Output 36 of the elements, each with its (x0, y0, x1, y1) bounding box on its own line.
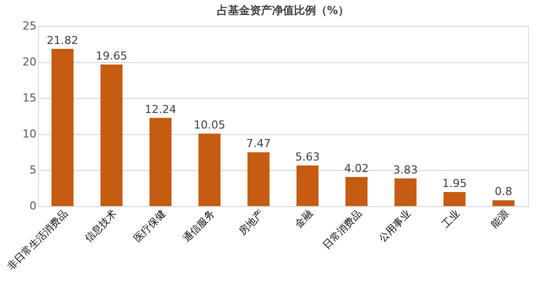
bar (296, 165, 318, 206)
bar (394, 178, 416, 206)
bar (248, 152, 270, 206)
data-label: 10.05 (194, 118, 226, 132)
y-tick-label: 25 (22, 20, 36, 32)
y-tick-label: 0 (30, 200, 36, 212)
x-tick-label: 日常消费品 (320, 208, 364, 252)
data-label: 12.24 (144, 102, 176, 116)
x-tick-label: 房地产 (236, 208, 266, 238)
data-label: 3.83 (393, 163, 418, 176)
x-tick-label: 信息技术 (82, 208, 120, 245)
data-label: 1.95 (442, 176, 467, 190)
bar (100, 64, 122, 206)
data-label: 21.82 (46, 34, 78, 47)
bar (150, 118, 172, 206)
data-label: 0.8 (494, 185, 512, 198)
bar (198, 134, 220, 206)
x-tick-label: 金融 (292, 208, 316, 230)
x-tick-label: 医疗保健 (132, 208, 168, 245)
data-label: 19.65 (96, 50, 128, 63)
data-label: 7.47 (246, 137, 271, 150)
y-tick-label: 5 (30, 164, 36, 176)
x-tick-label: 工业 (440, 208, 462, 230)
y-tick-label: 20 (22, 56, 36, 68)
x-tick-label: 能源 (488, 208, 512, 230)
bar (444, 192, 466, 206)
x-tick-label: 通信服务 (180, 208, 218, 245)
bar (492, 200, 514, 206)
data-label: 5.63 (295, 150, 320, 164)
y-tick-label: 10 (22, 128, 36, 140)
chart-title: 占基金资产净值比例（%） (216, 4, 350, 17)
x-tick-label: 公用事业 (376, 208, 414, 245)
bar (52, 48, 74, 206)
data-label: 4.02 (344, 162, 369, 176)
bar (346, 177, 368, 206)
y-tick-label: 15 (22, 92, 36, 104)
